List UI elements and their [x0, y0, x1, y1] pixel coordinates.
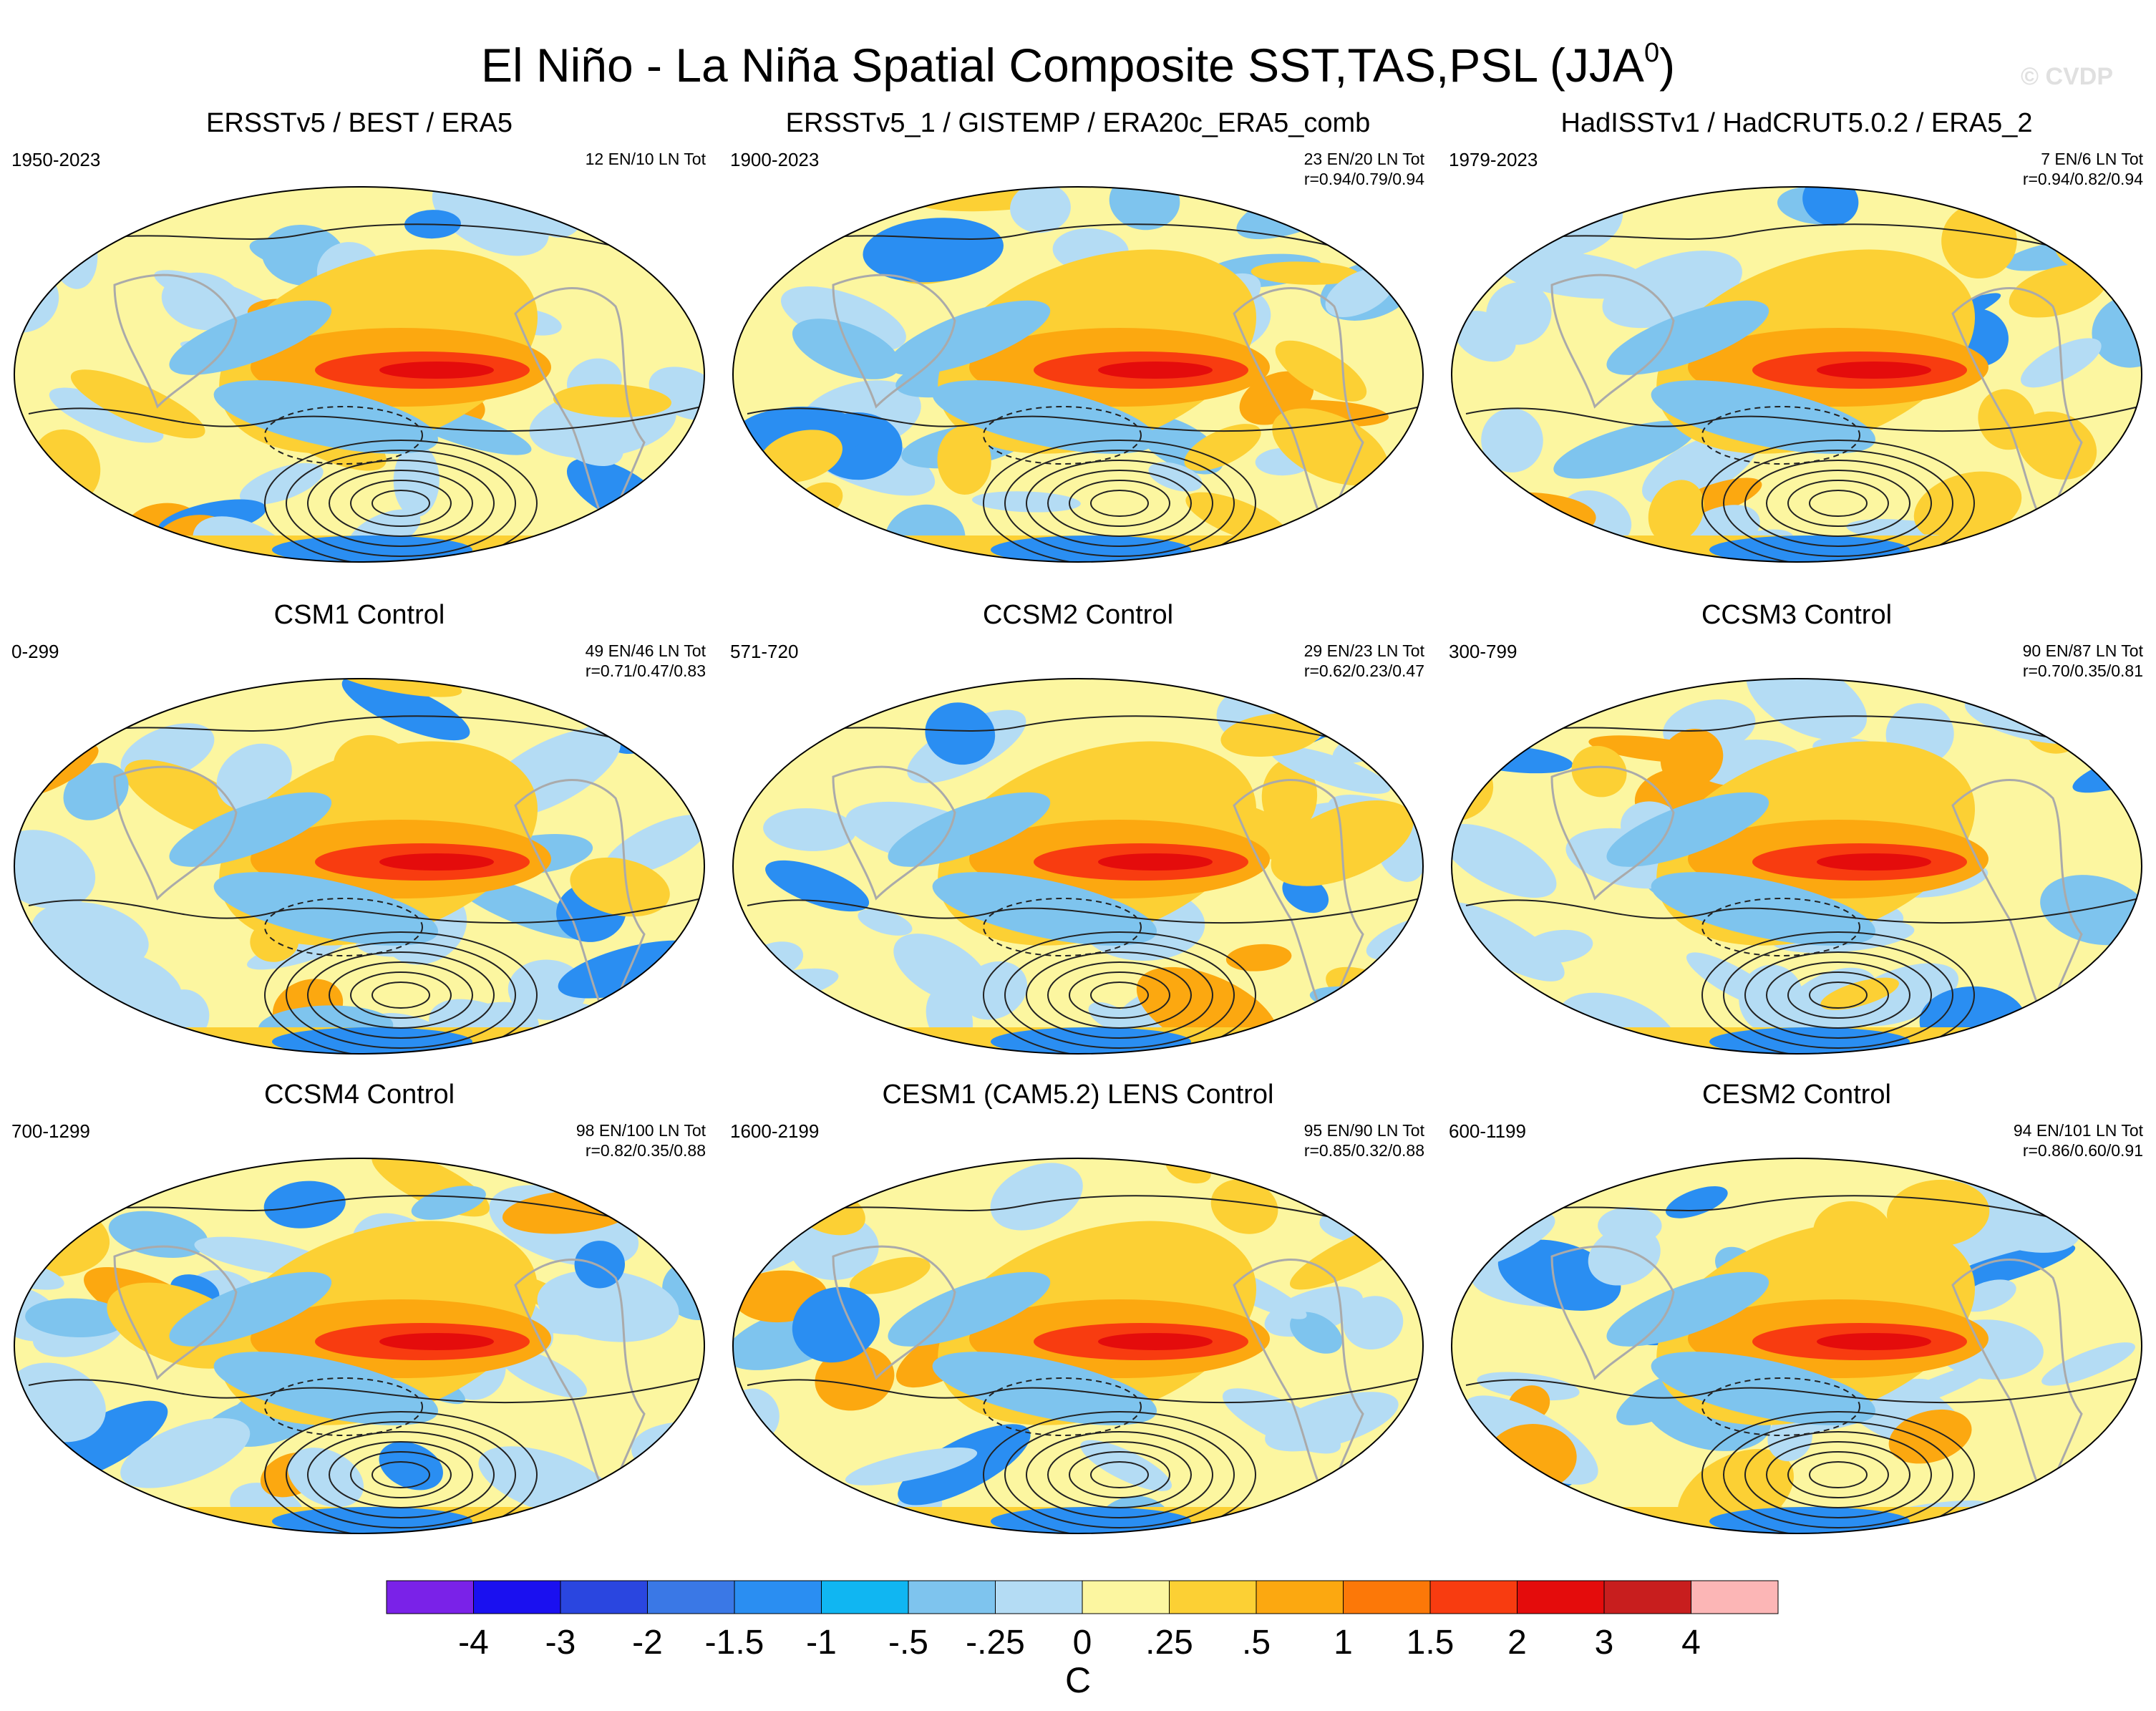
pattern-correlation: r=0.94/0.82/0.94 — [2022, 170, 2143, 188]
panel-7: CCSM4 Control 700-1299 98 EN/100 LN Tot r=0… — [0, 1077, 719, 1550]
colorbar-box — [734, 1580, 822, 1614]
colorbar-label: .5 — [1242, 1624, 1271, 1662]
panel-6: CCSM3 Control 300-799 90 EN/87 LN Tot r=0.7… — [1437, 598, 2156, 1070]
panel-counts: 29 EN/23 LN Tot r=0.62/0.23/0.47 — [1304, 641, 1424, 681]
pattern-correlation: r=0.70/0.35/0.81 — [2022, 661, 2143, 680]
event-counts: 29 EN/23 LN Tot — [1303, 641, 1424, 660]
panel-counts: 23 EN/20 LN Tot r=0.94/0.79/0.94 — [1304, 149, 1424, 189]
panel-period: 700-1299 — [11, 1120, 90, 1142]
panel-counts: 95 EN/90 LN Tot r=0.85/0.32/0.88 — [1304, 1120, 1424, 1160]
panel-4: CSM1 Control 0-299 49 EN/46 LN Tot r=0.71/0… — [0, 598, 719, 1070]
colorbar-box — [473, 1580, 561, 1614]
colorbar-label: -4 — [458, 1624, 489, 1662]
map-3 — [1451, 186, 2142, 563]
colorbar-label: .25 — [1145, 1624, 1193, 1662]
colorbar-box — [386, 1580, 474, 1614]
event-counts: 94 EN/101 LN Tot — [2013, 1121, 2143, 1140]
event-counts: 23 EN/20 LN Tot — [1303, 150, 1424, 168]
map-2 — [732, 186, 1424, 563]
cvdp-watermark: © CVDP — [2021, 63, 2113, 90]
colorbar-label: 2 — [1507, 1624, 1527, 1662]
colorbar-label: 4 — [1681, 1624, 1701, 1662]
panel-period: 0-299 — [11, 641, 59, 662]
panel-title: CESM2 Control — [1702, 1080, 1891, 1110]
panel-2: ERSSTv5_1 / GISTEMP / ERA20c_ERA5_comb 19… — [719, 106, 1437, 578]
pattern-correlation: r=0.86/0.60/0.91 — [2022, 1141, 2143, 1160]
panel-title: CCSM2 Control — [982, 600, 1174, 630]
panel-period: 1900-2023 — [730, 149, 820, 170]
pattern-correlation: r=0.85/0.32/0.88 — [1303, 1141, 1424, 1160]
colorbar-box — [1603, 1580, 1691, 1614]
panel-counts: 90 EN/87 LN Tot r=0.70/0.35/0.81 — [2023, 641, 2143, 681]
figure-title: El Niño - La Niña Spatial Composite SST,… — [480, 38, 1676, 92]
map-4 — [14, 678, 705, 1055]
colorbar-label: -2 — [632, 1624, 663, 1662]
colorbar-box — [560, 1580, 648, 1614]
panel-counts: 98 EN/100 LN Tot r=0.82/0.35/0.88 — [576, 1120, 706, 1160]
map-5 — [732, 678, 1424, 1055]
panel-8: CESM1 (CAM5.2) LENS Control 1600-2199 95 E… — [719, 1077, 1437, 1550]
map-8 — [732, 1158, 1424, 1534]
pattern-correlation: r=0.71/0.47/0.83 — [585, 661, 706, 680]
colorbar-label: 0 — [1073, 1624, 1092, 1662]
colorbar-box — [1517, 1580, 1605, 1614]
panel-counts: 94 EN/101 LN Tot r=0.86/0.60/0.91 — [2014, 1120, 2143, 1160]
colorbar-box — [995, 1580, 1083, 1614]
map-7 — [14, 1158, 705, 1534]
event-counts: 49 EN/46 LN Tot — [585, 641, 706, 660]
colorbar-box — [1343, 1580, 1431, 1614]
panel-title: ERSSTv5 / BEST / ERA5 — [205, 108, 513, 138]
panel-period: 300-799 — [1449, 641, 1518, 662]
panel-5: CCSM2 Control 571-720 29 EN/23 LN Tot r=0.6… — [719, 598, 1437, 1070]
panel-period: 1979-2023 — [1449, 149, 1538, 170]
colorbar-box — [1429, 1580, 1518, 1614]
colorbar-box — [647, 1580, 735, 1614]
colorbar-units: C — [1064, 1660, 1092, 1700]
panel-period: 1950-2023 — [11, 149, 101, 170]
colorbar-label: 1 — [1334, 1624, 1353, 1662]
panel-title: HadISSTv1 / HadCRUT5.0.2 / ERA5_2 — [1560, 108, 2033, 138]
colorbar-box — [1082, 1580, 1170, 1614]
colorbar-box — [1256, 1580, 1344, 1614]
panel-title: CESM1 (CAM5.2) LENS Control — [882, 1080, 1274, 1110]
panel-title: CSM1 Control — [273, 600, 445, 630]
panel-period: 600-1199 — [1449, 1120, 1526, 1142]
panel-title: ERSSTv5_1 / GISTEMP / ERA20c_ERA5_comb — [785, 108, 1371, 138]
panel-title: CCSM4 Control — [263, 1080, 455, 1110]
colorbar-label: -1.5 — [705, 1624, 764, 1662]
map-9 — [1451, 1158, 2142, 1534]
map-1 — [14, 186, 705, 563]
panel-counts: 12 EN/10 LN Tot — [586, 149, 706, 169]
panel-counts: 49 EN/46 LN Tot r=0.71/0.47/0.83 — [586, 641, 706, 681]
event-counts: 12 EN/10 LN Tot — [585, 150, 706, 168]
panel-period: 1600-2199 — [730, 1120, 820, 1142]
colorbar-label: -.5 — [888, 1624, 928, 1662]
event-counts: 95 EN/90 LN Tot — [1303, 1121, 1424, 1140]
panel-1: ERSSTv5 / BEST / ERA5 1950-2023 12 EN/10 L… — [0, 106, 719, 578]
panel-title: CCSM3 Control — [1701, 600, 1893, 630]
panel-counts: 7 EN/6 LN Tot r=0.94/0.82/0.94 — [2023, 149, 2143, 189]
colorbar-box — [821, 1580, 909, 1614]
colorbar-box — [1169, 1580, 1257, 1614]
colorbar-box — [908, 1580, 996, 1614]
pattern-correlation: r=0.82/0.35/0.88 — [585, 1141, 706, 1160]
colorbar-label: -.25 — [966, 1624, 1025, 1662]
map-6 — [1451, 678, 2142, 1055]
colorbar-label: -1 — [806, 1624, 837, 1662]
pattern-correlation: r=0.94/0.79/0.94 — [1303, 170, 1424, 188]
pattern-correlation: r=0.62/0.23/0.47 — [1303, 661, 1424, 680]
colorbar-label: 1.5 — [1407, 1624, 1455, 1662]
colorbar-label: -3 — [545, 1624, 576, 1662]
event-counts: 7 EN/6 LN Tot — [2041, 150, 2143, 168]
event-counts: 98 EN/100 LN Tot — [576, 1121, 706, 1140]
colorbar-label: 3 — [1595, 1624, 1614, 1662]
panel-9: CESM2 Control 600-1199 94 EN/101 LN Tot r=0… — [1437, 1077, 2156, 1550]
event-counts: 90 EN/87 LN Tot — [2022, 641, 2143, 660]
colorbar-box — [1691, 1580, 1779, 1614]
panel-3: HadISSTv1 / HadCRUT5.0.2 / ERA5_2 1979-20… — [1437, 106, 2156, 578]
panel-period: 571-720 — [730, 641, 799, 662]
